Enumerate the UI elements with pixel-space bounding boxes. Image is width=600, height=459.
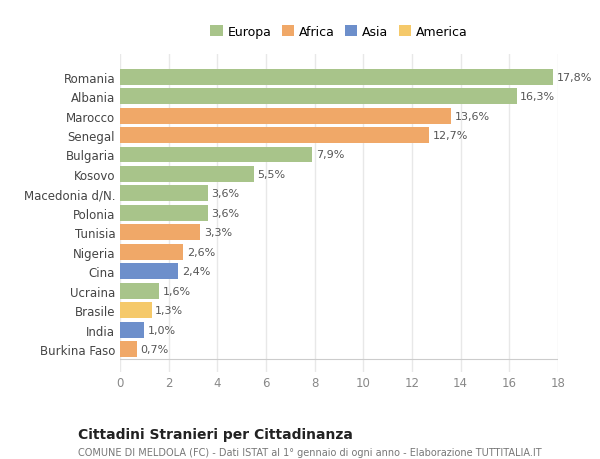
Bar <box>120 167 254 183</box>
Text: Cittadini Stranieri per Cittadinanza: Cittadini Stranieri per Cittadinanza <box>78 427 353 441</box>
Bar <box>120 264 178 280</box>
Bar <box>120 225 200 241</box>
Text: 1,3%: 1,3% <box>155 306 184 316</box>
Bar <box>120 341 137 358</box>
Text: 17,8%: 17,8% <box>557 73 592 83</box>
Text: 2,6%: 2,6% <box>187 247 215 257</box>
Text: COMUNE DI MELDOLA (FC) - Dati ISTAT al 1° gennaio di ogni anno - Elaborazione TU: COMUNE DI MELDOLA (FC) - Dati ISTAT al 1… <box>78 448 542 458</box>
Text: 3,6%: 3,6% <box>211 208 239 218</box>
Bar <box>120 206 208 221</box>
Bar <box>120 89 517 105</box>
Text: 0,7%: 0,7% <box>140 344 169 354</box>
Text: 13,6%: 13,6% <box>455 111 490 121</box>
Bar <box>120 128 429 144</box>
Legend: Europa, Africa, Asia, America: Europa, Africa, Asia, America <box>208 23 470 41</box>
Bar <box>120 69 553 85</box>
Bar <box>120 147 312 163</box>
Text: 1,6%: 1,6% <box>163 286 191 296</box>
Bar <box>120 244 183 260</box>
Bar <box>120 322 145 338</box>
Text: 7,9%: 7,9% <box>316 150 344 160</box>
Bar <box>120 108 451 124</box>
Bar <box>120 186 208 202</box>
Text: 16,3%: 16,3% <box>520 92 556 102</box>
Text: 3,3%: 3,3% <box>204 228 232 238</box>
Text: 3,6%: 3,6% <box>211 189 239 199</box>
Text: 2,4%: 2,4% <box>182 267 211 277</box>
Bar <box>120 283 159 299</box>
Text: 1,0%: 1,0% <box>148 325 176 335</box>
Text: 5,5%: 5,5% <box>257 169 286 179</box>
Bar <box>120 302 152 319</box>
Text: 12,7%: 12,7% <box>433 131 468 141</box>
